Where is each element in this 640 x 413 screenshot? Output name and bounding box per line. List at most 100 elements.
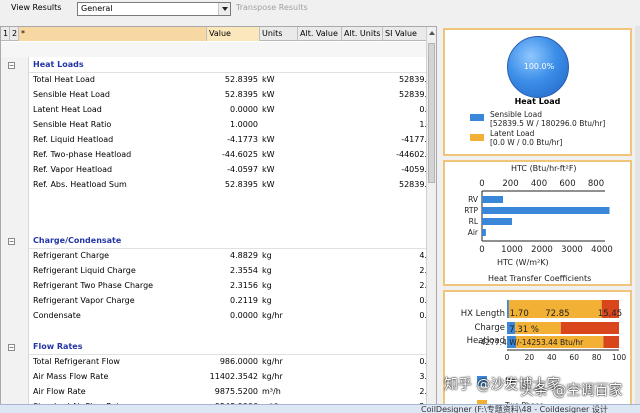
col-header-1[interactable]: 1 <box>1 27 10 41</box>
view-results-select-value: General <box>81 4 113 13</box>
x-tick-label: 60 <box>569 353 579 362</box>
top-tick-label: 400 <box>531 179 547 189</box>
col-header-units[interactable]: Units <box>260 27 298 41</box>
x-tick-label: 20 <box>525 353 535 362</box>
table-row[interactable]: Total Heat Load 52.8395 kW 52839. <box>1 72 427 87</box>
top-tick-label: 600 <box>559 179 575 189</box>
row-name: Refrigerant Vapor Charge <box>33 296 135 305</box>
results-grid: 1 2 * Value Units Alt. Value Alt. Units … <box>0 26 437 413</box>
table-row[interactable]: Sensible Heat Ratio 1.0000 1. <box>1 117 427 132</box>
col-header-value[interactable]: Value <box>207 27 260 41</box>
grid-header: 1 2 * Value Units Alt. Value Alt. Units … <box>1 27 436 41</box>
row-si-value: 1. <box>419 120 427 129</box>
charge-panel: HX Length Charge Heatload 1.70 72.85 15.45 7.3… <box>443 290 632 413</box>
row-si-value: -44602. <box>396 150 427 159</box>
table-row[interactable]: Air Mass Flow Rate 11402.3542 kg/hr 3. <box>1 369 427 384</box>
data-label: 7.31 % <box>509 325 539 335</box>
bar-charge-red <box>560 322 619 334</box>
table-row[interactable]: Ref. Liquid Heatload -4.1773 kW -4177. <box>1 132 427 147</box>
heat-load-panel: 100.0% Heat Load Sensible Load [52839.5 … <box>443 28 632 156</box>
category-label: Heatload <box>467 336 505 346</box>
heat-load-title: Heat Load <box>514 97 561 106</box>
section-charge[interactable]: Charge/Condensate <box>1 233 427 248</box>
taskbar-item-coildesigner[interactable]: CoilDesigner (F:\专题资料\48 - Coildesigner … <box>421 405 608 413</box>
watermark: 知乎 @沙发博士家 <box>444 377 561 393</box>
row-units: m³/h <box>262 387 281 396</box>
heat-load-pie: 100.0% <box>507 36 569 98</box>
row-si-value: 52839. <box>399 90 427 99</box>
section-title: Charge/Condensate <box>33 236 122 245</box>
data-label: -4277.4 W/-14253.44 Btu/hr <box>478 338 584 347</box>
row-name: Sensible Heat Ratio <box>33 120 112 129</box>
row-name: Sensible Heat Load <box>33 90 110 99</box>
charge-heatload-chart: HX Length Charge Heatload 1.70 72.85 15.45 7.3… <box>461 300 626 410</box>
htc-category-label: RL <box>469 217 479 226</box>
table-row[interactable]: Refrigerant Vapor Charge 0.2119 kg 0. <box>1 293 427 308</box>
row-value: 0.0000 <box>230 105 258 114</box>
col-header-alt-units[interactable]: Alt. Units <box>342 27 383 41</box>
section-flow-rates[interactable]: Flow Rates <box>1 339 427 354</box>
x-tick-label: 80 <box>592 353 602 362</box>
htc-category-label: RTP <box>464 206 478 215</box>
col-header-alt-value[interactable]: Alt. Value <box>298 27 342 41</box>
collapse-charge-icon[interactable]: − <box>8 238 15 245</box>
table-row[interactable]: Ref. Vapor Heatload -4.0597 kW -4059. <box>1 162 427 177</box>
collapse-heat-loads-icon[interactable]: − <box>8 62 15 69</box>
panel-scrollbar[interactable] <box>635 26 640 413</box>
transpose-results-button[interactable]: Transpose Results <box>236 3 308 12</box>
row-units: kW <box>262 180 275 189</box>
row-name: Condensate <box>33 311 81 320</box>
x-tick-label: 40 <box>547 353 557 362</box>
htc-top-axis-title: HTC (Btu/hr-ft²F) <box>511 164 577 173</box>
row-units: kW <box>262 150 275 159</box>
row-si-value: 0. <box>419 311 427 320</box>
table-row[interactable]: Sensible Heat Load 52.8395 kW 52839. <box>1 87 427 102</box>
htc-bar <box>482 218 512 225</box>
htc-bottom-axis-title: HTC (W/m²K) <box>497 258 549 267</box>
table-row[interactable]: Refrigerant Charge 4.8829 kg 4. <box>1 248 427 263</box>
htc-bar <box>482 196 503 203</box>
table-row[interactable]: Ref. Abs. Heatload Sum 52.8395 kW 52839. <box>1 177 427 192</box>
chevron-down-icon[interactable] <box>218 3 230 15</box>
row-name: Ref. Vapor Heatload <box>33 165 113 174</box>
row-name: Total Heat Load <box>33 75 95 84</box>
top-tick-label: 0 <box>479 179 484 189</box>
row-value: 4.8829 <box>230 251 258 260</box>
table-row[interactable]: Refrigerant Liquid Charge 2.3554 kg 2. <box>1 263 427 278</box>
scroll-thumb[interactable] <box>428 43 435 183</box>
col-header-si-value[interactable]: SI Value <box>383 27 427 41</box>
htc-bar <box>482 229 486 236</box>
category-label: HX Length <box>461 309 505 319</box>
row-si-value: 4. <box>419 251 427 260</box>
legend-swatch <box>477 376 487 386</box>
row-name: Total Refrigerant Flow <box>33 357 120 366</box>
bottom-tick-label: 0 <box>479 245 484 255</box>
collapse-flow-rates-icon[interactable]: − <box>8 344 15 351</box>
col-header-name[interactable]: * <box>19 27 207 41</box>
taskbar: CoilDesigner (F:\专题资料\48 - Coildesigner … <box>0 404 640 413</box>
scroll-up-icon[interactable] <box>429 31 435 35</box>
row-value: -44.6025 <box>222 150 258 159</box>
bar-hx-red <box>601 300 619 318</box>
data-label: 72.85 <box>545 309 569 319</box>
legend-swatch-sensible <box>470 114 484 121</box>
row-name: Air Mass Flow Rate <box>33 372 109 381</box>
table-row[interactable]: Total Refrigerant Flow 986.0000 kg/hr 0. <box>1 354 427 369</box>
grid-vertical-scrollbar[interactable] <box>426 27 436 412</box>
section-title: Flow Rates <box>33 342 83 351</box>
bar-hx-blue <box>507 300 509 318</box>
view-results-select[interactable]: General <box>77 2 231 16</box>
table-row[interactable]: Condensate 0.0000 kg/hr 0. <box>1 308 427 323</box>
row-si-value: 0. <box>419 105 427 114</box>
table-row[interactable]: Refrigerant Two Phase Charge 2.3156 kg 2. <box>1 278 427 293</box>
row-si-value: 52839. <box>399 180 427 189</box>
row-name: Latent Heat Load <box>33 105 102 114</box>
row-value: 0.0000 <box>230 311 258 320</box>
table-row[interactable]: Latent Heat Load 0.0000 kW 0. <box>1 102 427 117</box>
table-row[interactable]: Ref. Two-phase Heatload -44.6025 kW -44602. <box>1 147 427 162</box>
col-header-2[interactable]: 2 <box>10 27 19 41</box>
row-value: 52.8395 <box>224 90 258 99</box>
legend-label: Re <box>505 377 516 387</box>
table-row[interactable]: Air Flow Rate 9875.5200 m³/h 2. <box>1 384 427 399</box>
section-heat-loads[interactable]: Heat Loads <box>1 57 427 72</box>
